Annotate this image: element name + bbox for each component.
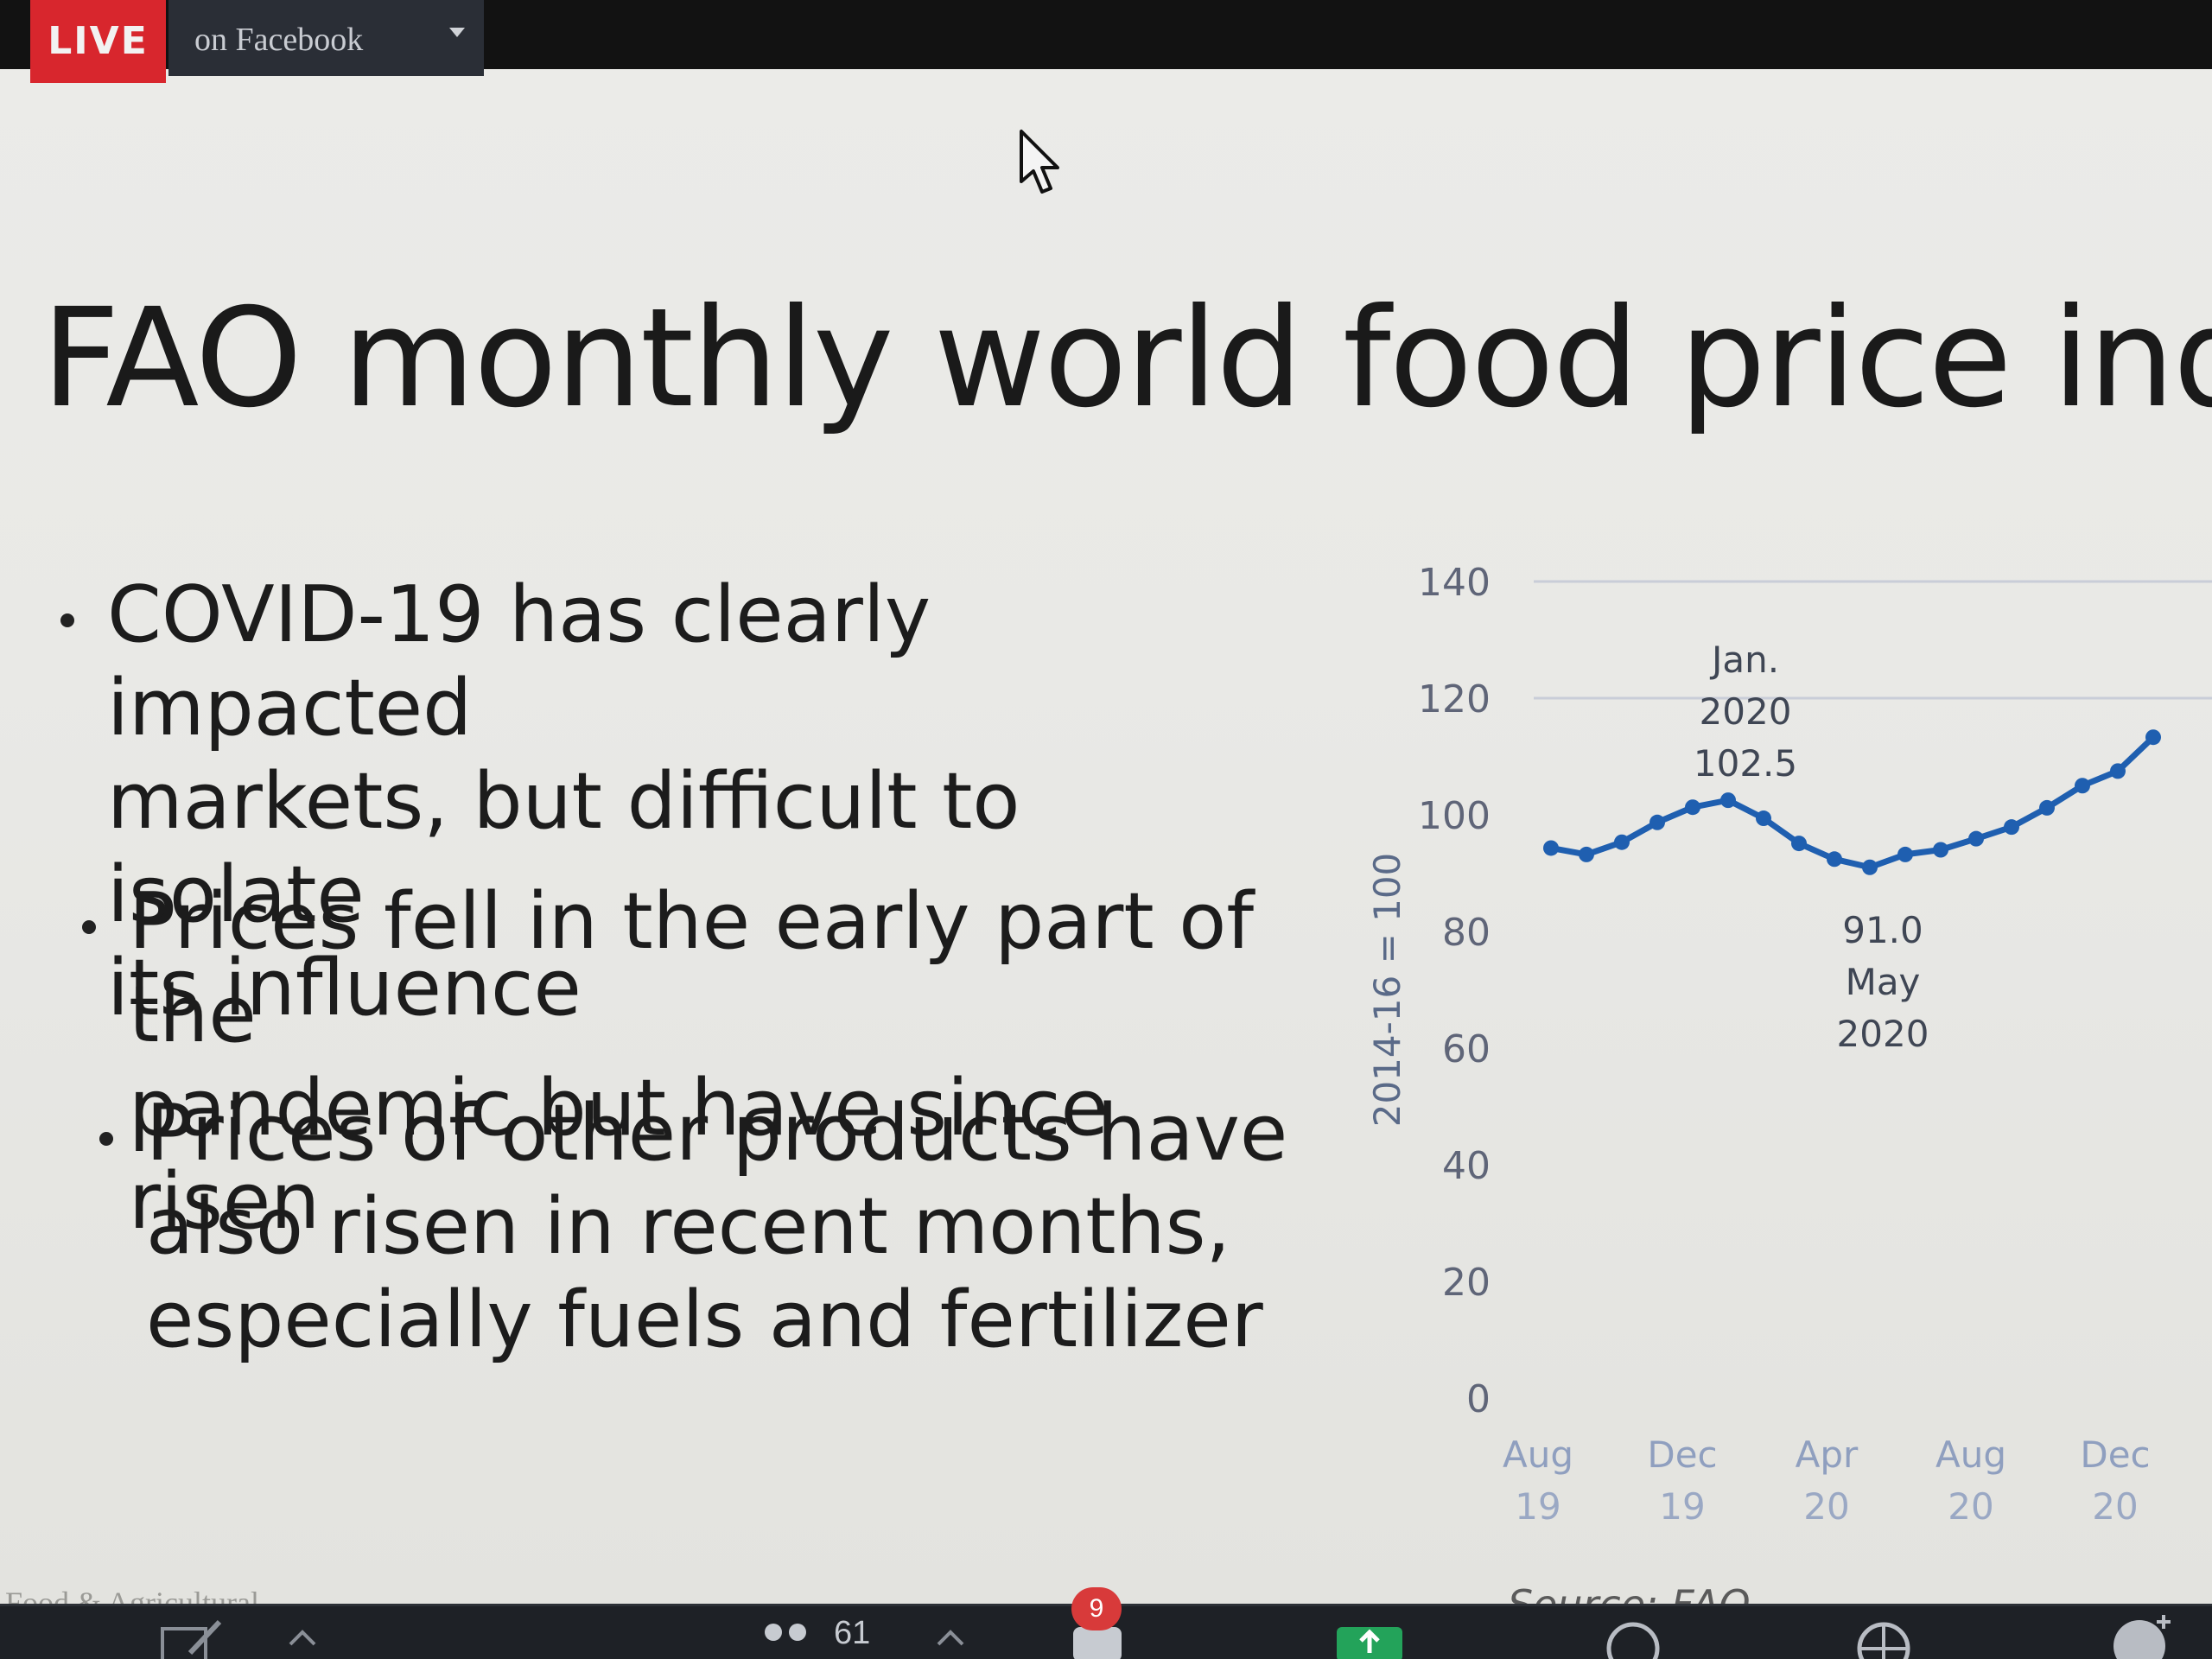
y-tick-label: 20 xyxy=(1442,1261,1491,1305)
chart-annotation-text: 2020 xyxy=(1700,690,1792,733)
x-tick-label-year: 19 xyxy=(1659,1485,1705,1528)
slide-title: FAO monthly world food price index xyxy=(41,279,2212,438)
reactions-icon[interactable] xyxy=(2108,1611,2177,1659)
x-tick-label-month: Dec xyxy=(2080,1433,2150,1476)
bullet-text: Prices fell in the early part of the pan… xyxy=(129,876,1255,1247)
data-point xyxy=(1897,846,1913,862)
participants-icon[interactable] xyxy=(756,1618,825,1653)
chat-unread-badge: 9 xyxy=(1071,1587,1122,1630)
stream-destination-dropdown[interactable]: on Facebook xyxy=(168,0,484,76)
mouse-cursor-icon xyxy=(1020,130,1059,194)
x-tick-label-year: 19 xyxy=(1515,1485,1560,1528)
bullet-item: Prices fell in the early part of the pan… xyxy=(82,875,1309,1249)
meeting-toolbar: 61 9 xyxy=(0,1587,2212,1659)
chart-annotation-text: 102.5 xyxy=(1694,742,1797,785)
food-price-chart: 0 20 40 60 80 100 120 140 2014-16 = 100 Aug 19 Dec 1… xyxy=(1366,561,2212,1528)
x-tick-label-month: Aug xyxy=(1936,1433,2006,1476)
x-tick-label-year: 20 xyxy=(2092,1485,2138,1528)
chevron-down-icon xyxy=(449,28,465,37)
y-axis-label: 2014-16 = 100 xyxy=(1366,853,1408,1128)
x-tick-label-month: Apr xyxy=(1796,1433,1859,1476)
series-line xyxy=(1550,734,2156,871)
stream-destination-label: on Facebook xyxy=(194,22,364,58)
data-point xyxy=(1968,830,1984,847)
data-point xyxy=(2004,819,2019,836)
y-tick-label: 40 xyxy=(1442,1144,1491,1188)
data-point xyxy=(1543,840,1559,856)
x-tick-label-year: 20 xyxy=(1948,1485,1993,1528)
x-tick-label-month: Aug xyxy=(1503,1433,1573,1476)
bullet-text: COVID-19 has clearly impacted markets, b… xyxy=(107,569,1020,1033)
data-point xyxy=(2145,729,2161,746)
globe-icon[interactable] xyxy=(1853,1618,1914,1659)
y-tick-label: 120 xyxy=(1418,677,1491,721)
edit-icon[interactable] xyxy=(156,1618,225,1659)
x-tick-label-month: Dec xyxy=(1647,1433,1717,1476)
x-tick-label-year: 20 xyxy=(1803,1485,1849,1528)
chevron-up-icon[interactable] xyxy=(285,1624,320,1649)
share-screen-icon[interactable] xyxy=(1335,1618,1404,1659)
data-point xyxy=(1933,842,1948,858)
y-tick-label: 140 xyxy=(1418,561,1491,605)
data-point xyxy=(2039,799,2055,816)
bullet-dot-icon xyxy=(82,920,96,934)
data-point xyxy=(1685,799,1700,816)
data-point xyxy=(1720,792,1736,809)
bullet-dot-icon xyxy=(60,613,74,627)
record-icon[interactable] xyxy=(1603,1618,1663,1659)
live-badge: LIVE xyxy=(30,0,166,83)
y-tick-label: 80 xyxy=(1442,911,1491,955)
presentation-slide: FAO monthly world food price index COVID… xyxy=(0,41,2212,1628)
bullet-item: Prices of other products have also risen… xyxy=(99,1087,1292,1367)
chart-annotation-text: 2020 xyxy=(1837,1013,1929,1055)
data-point xyxy=(1791,836,1807,852)
bullet-dot-icon xyxy=(99,1132,113,1146)
chevron-up-icon[interactable] xyxy=(933,1624,968,1649)
data-point xyxy=(1862,859,1878,875)
data-point xyxy=(1649,814,1665,830)
bullet-item: COVID-19 has clearly impacted markets, b… xyxy=(60,569,1270,1035)
chart-annotation-text: May xyxy=(1846,961,1921,1003)
y-tick-label: 60 xyxy=(1442,1027,1491,1071)
chart-annotation-text: 91.0 xyxy=(1842,909,1923,951)
participants-count: 61 xyxy=(834,1615,871,1651)
data-point xyxy=(1579,846,1594,862)
data-point xyxy=(2075,778,2090,794)
y-tick-label: 0 xyxy=(1466,1377,1491,1421)
chart-annotation-text: Jan. xyxy=(1709,639,1779,681)
data-point xyxy=(1756,810,1771,827)
data-point xyxy=(2110,763,2126,779)
y-tick-label: 100 xyxy=(1418,794,1491,838)
bullet-text: Prices of other products have also risen… xyxy=(146,1088,1288,1365)
data-point xyxy=(1614,834,1630,850)
chat-icon[interactable] xyxy=(1071,1618,1123,1659)
data-point xyxy=(1827,851,1842,868)
